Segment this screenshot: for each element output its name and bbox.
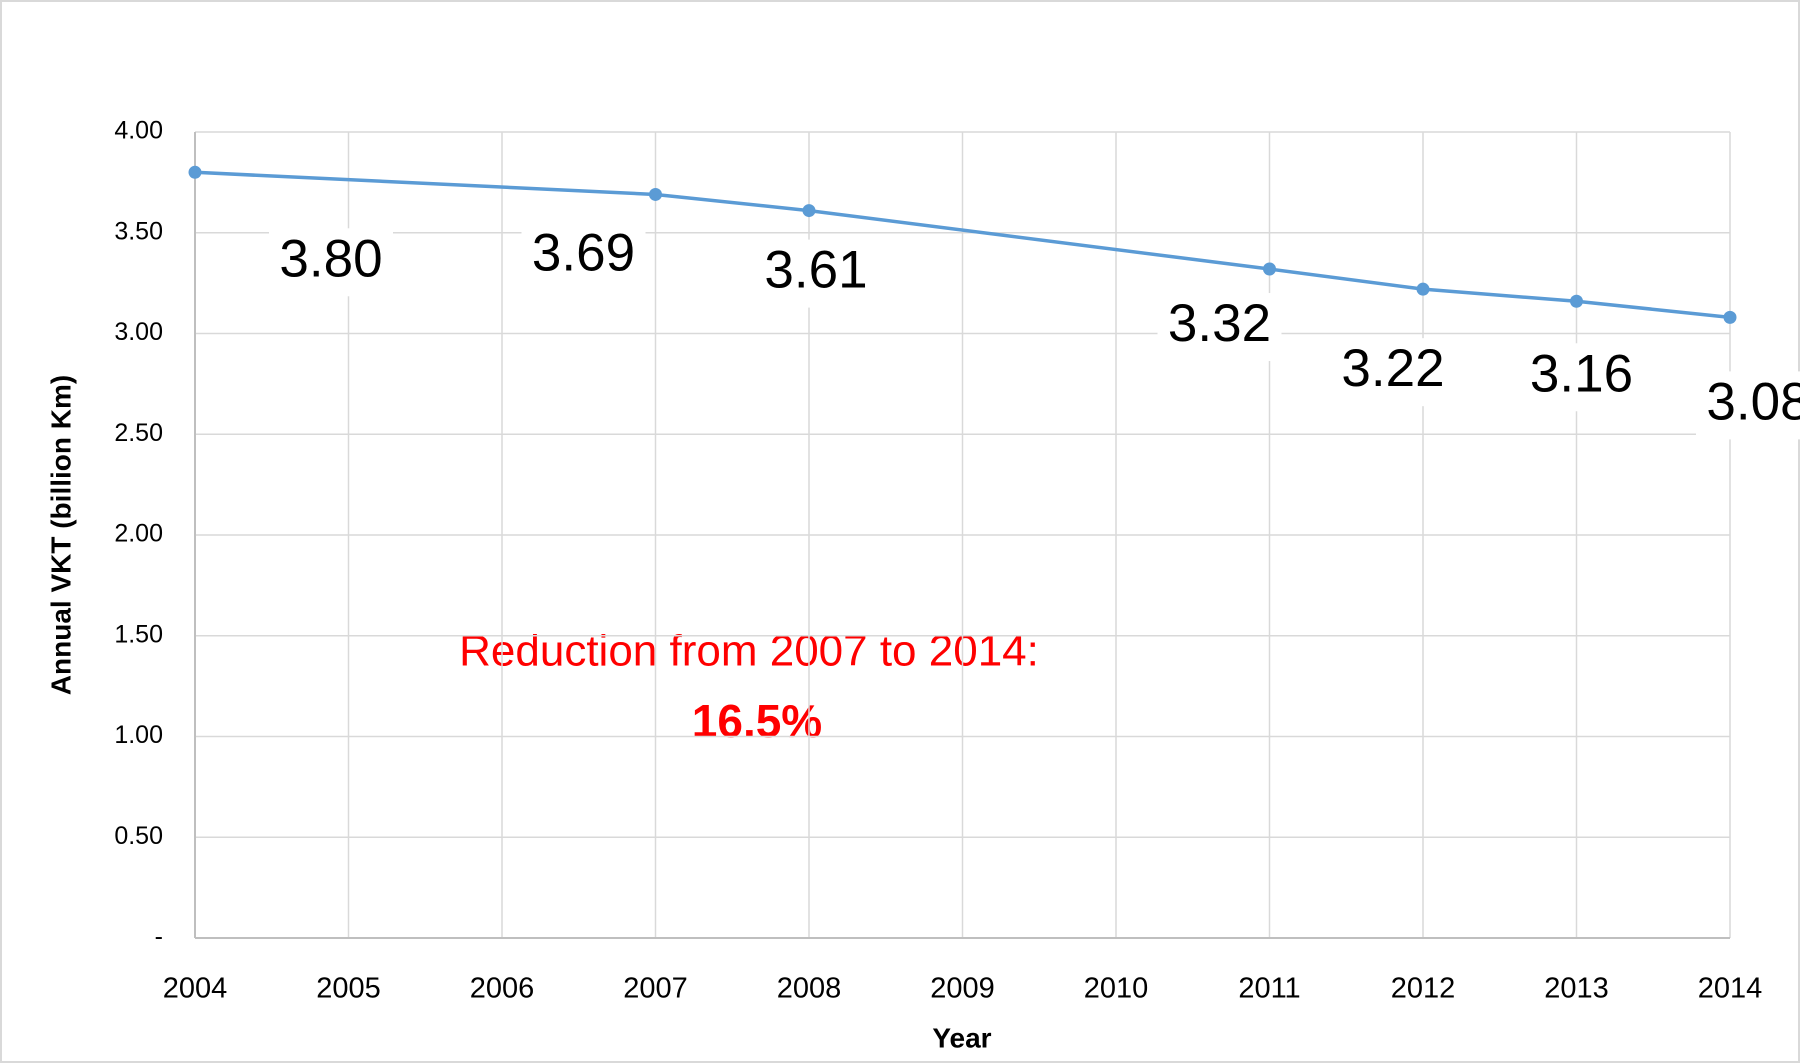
data-label: 3.08 bbox=[1706, 372, 1800, 431]
y-tick-label: 1.50 bbox=[114, 620, 163, 648]
point bbox=[802, 204, 816, 218]
data-label: 3.61 bbox=[764, 241, 867, 300]
annotation-value: 16.5% bbox=[692, 695, 822, 747]
y-tick-label: 3.50 bbox=[114, 217, 163, 245]
x-tick-label: 2007 bbox=[623, 973, 688, 1005]
data-label: 3.32 bbox=[1168, 294, 1271, 353]
x-tick-label: 2012 bbox=[1391, 973, 1456, 1005]
y-tick-label: 2.00 bbox=[114, 520, 163, 548]
point bbox=[649, 187, 662, 201]
data-label: 3.22 bbox=[1341, 339, 1444, 398]
label-background bbox=[1519, 343, 1644, 412]
y-tick-label: 4.00 bbox=[114, 117, 163, 145]
label-background bbox=[1331, 338, 1455, 407]
y-tick-label: 3.00 bbox=[114, 318, 163, 346]
x-tick-label: 2006 bbox=[470, 973, 535, 1005]
label-background bbox=[754, 239, 878, 308]
point bbox=[1263, 262, 1276, 276]
data-label: 3.69 bbox=[532, 223, 635, 282]
x-tick-label: 2004 bbox=[163, 973, 228, 1005]
y-tick-label: 1.00 bbox=[114, 721, 163, 749]
point bbox=[1570, 294, 1583, 308]
point bbox=[1416, 282, 1430, 296]
label-background bbox=[269, 228, 393, 297]
x-tick-label: 2009 bbox=[930, 973, 995, 1005]
x-tick-label: 2011 bbox=[1238, 973, 1300, 1005]
y-axis-title: Annual VKT (billion Km) bbox=[45, 375, 76, 695]
data-label: 3.80 bbox=[279, 229, 382, 288]
point bbox=[188, 165, 202, 179]
y-tick-label: 0.50 bbox=[114, 822, 163, 850]
x-tick-label: 2010 bbox=[1084, 973, 1149, 1005]
x-tick-label: 2008 bbox=[777, 973, 842, 1005]
x-tick-label: 2005 bbox=[316, 973, 381, 1005]
y-tick-label: 2.50 bbox=[114, 419, 163, 447]
x-axis-title: Year bbox=[932, 1022, 991, 1053]
data-label: 3.16 bbox=[1530, 344, 1633, 403]
label-background bbox=[1157, 293, 1282, 362]
y-tick-label: - bbox=[155, 923, 163, 951]
label-background bbox=[521, 222, 646, 291]
x-tick-label: 2014 bbox=[1698, 973, 1763, 1005]
point bbox=[1723, 310, 1737, 324]
annotation: Reduction from 2007 to 2014: bbox=[459, 627, 1039, 676]
label-background bbox=[1696, 371, 1800, 440]
x-tick-label: 2013 bbox=[1544, 973, 1609, 1005]
